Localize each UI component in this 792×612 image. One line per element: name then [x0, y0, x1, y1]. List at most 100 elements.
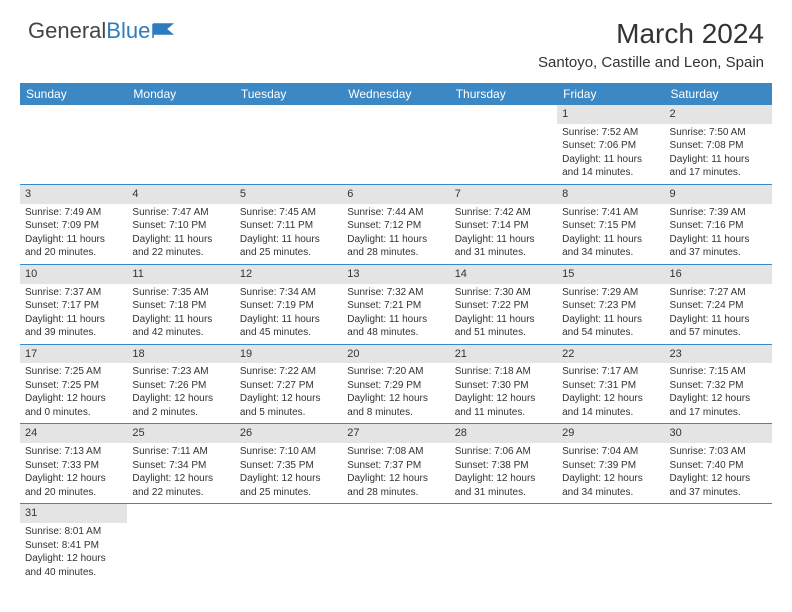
daylight-text-2: and 40 minutes. [25, 566, 122, 580]
sunset-text: Sunset: 7:21 PM [347, 299, 444, 313]
day-content: Sunrise: 7:34 AMSunset: 7:19 PMDaylight:… [235, 284, 342, 344]
sunrise-text: Sunrise: 7:34 AM [240, 286, 337, 300]
calendar-day-cell: 11Sunrise: 7:35 AMSunset: 7:18 PMDayligh… [127, 264, 234, 344]
weekday-header: Thursday [450, 83, 557, 105]
sunrise-text: Sunrise: 7:44 AM [347, 206, 444, 220]
daylight-text-1: Daylight: 12 hours [455, 392, 552, 406]
sunrise-text: Sunrise: 7:30 AM [455, 286, 552, 300]
calendar-table: Sunday Monday Tuesday Wednesday Thursday… [20, 83, 772, 583]
location: Santoyo, Castille and Leon, Spain [538, 54, 764, 71]
day-number: 9 [665, 185, 772, 204]
sunrise-text: Sunrise: 7:47 AM [132, 206, 229, 220]
sunrise-text: Sunrise: 7:20 AM [347, 365, 444, 379]
daylight-text-1: Daylight: 11 hours [240, 233, 337, 247]
daylight-text-1: Daylight: 11 hours [670, 153, 767, 167]
day-number: 28 [450, 424, 557, 443]
daylight-text-1: Daylight: 11 hours [132, 313, 229, 327]
calendar-day-cell: 28Sunrise: 7:06 AMSunset: 7:38 PMDayligh… [450, 424, 557, 504]
sunset-text: Sunset: 7:24 PM [670, 299, 767, 313]
day-number: 26 [235, 424, 342, 443]
daylight-text-1: Daylight: 11 hours [347, 233, 444, 247]
sunset-text: Sunset: 7:06 PM [562, 139, 659, 153]
daylight-text-2: and 31 minutes. [455, 486, 552, 500]
day-content: Sunrise: 7:03 AMSunset: 7:40 PMDaylight:… [665, 443, 772, 503]
daylight-text-2: and 51 minutes. [455, 326, 552, 340]
daylight-text-2: and 2 minutes. [132, 406, 229, 420]
daylight-text-2: and 22 minutes. [132, 246, 229, 260]
sunrise-text: Sunrise: 7:32 AM [347, 286, 444, 300]
daylight-text-2: and 8 minutes. [347, 406, 444, 420]
daylight-text-1: Daylight: 11 hours [670, 233, 767, 247]
calendar-day-cell: 12Sunrise: 7:34 AMSunset: 7:19 PMDayligh… [235, 264, 342, 344]
day-number: 19 [235, 345, 342, 364]
calendar-week-row: 17Sunrise: 7:25 AMSunset: 7:25 PMDayligh… [20, 344, 772, 424]
calendar-week-row: 1Sunrise: 7:52 AMSunset: 7:06 PMDaylight… [20, 105, 772, 184]
sunset-text: Sunset: 7:31 PM [562, 379, 659, 393]
calendar-day-cell: 2Sunrise: 7:50 AMSunset: 7:08 PMDaylight… [665, 105, 772, 184]
daylight-text-1: Daylight: 11 hours [562, 233, 659, 247]
day-number: 10 [20, 265, 127, 284]
calendar-day-cell: 16Sunrise: 7:27 AMSunset: 7:24 PMDayligh… [665, 264, 772, 344]
daylight-text-1: Daylight: 12 hours [347, 472, 444, 486]
calendar-day-cell: 9Sunrise: 7:39 AMSunset: 7:16 PMDaylight… [665, 184, 772, 264]
calendar-day-cell [20, 105, 127, 184]
sunset-text: Sunset: 7:09 PM [25, 219, 122, 233]
weekday-header: Sunday [20, 83, 127, 105]
month-title: March 2024 [538, 18, 764, 50]
day-number: 4 [127, 185, 234, 204]
day-number: 25 [127, 424, 234, 443]
day-content: Sunrise: 7:11 AMSunset: 7:34 PMDaylight:… [127, 443, 234, 503]
sunrise-text: Sunrise: 7:22 AM [240, 365, 337, 379]
daylight-text-2: and 28 minutes. [347, 486, 444, 500]
calendar-day-cell: 27Sunrise: 7:08 AMSunset: 7:37 PMDayligh… [342, 424, 449, 504]
day-content: Sunrise: 7:25 AMSunset: 7:25 PMDaylight:… [20, 363, 127, 423]
day-content: Sunrise: 7:29 AMSunset: 7:23 PMDaylight:… [557, 284, 664, 344]
calendar-week-row: 24Sunrise: 7:13 AMSunset: 7:33 PMDayligh… [20, 424, 772, 504]
header: GeneralBlue March 2024 Santoyo, Castille… [0, 0, 792, 77]
sunrise-text: Sunrise: 7:10 AM [240, 445, 337, 459]
sunset-text: Sunset: 7:19 PM [240, 299, 337, 313]
day-content: Sunrise: 7:04 AMSunset: 7:39 PMDaylight:… [557, 443, 664, 503]
calendar-day-cell: 18Sunrise: 7:23 AMSunset: 7:26 PMDayligh… [127, 344, 234, 424]
calendar-day-cell [450, 504, 557, 583]
sunrise-text: Sunrise: 7:52 AM [562, 126, 659, 140]
daylight-text-1: Daylight: 11 hours [25, 313, 122, 327]
sunrise-text: Sunrise: 7:35 AM [132, 286, 229, 300]
sunrise-text: Sunrise: 7:03 AM [670, 445, 767, 459]
sunrise-text: Sunrise: 7:06 AM [455, 445, 552, 459]
calendar-week-row: 3Sunrise: 7:49 AMSunset: 7:09 PMDaylight… [20, 184, 772, 264]
daylight-text-2: and 25 minutes. [240, 246, 337, 260]
day-content: Sunrise: 7:10 AMSunset: 7:35 PMDaylight:… [235, 443, 342, 503]
sunset-text: Sunset: 7:11 PM [240, 219, 337, 233]
calendar-day-cell: 20Sunrise: 7:20 AMSunset: 7:29 PMDayligh… [342, 344, 449, 424]
sunset-text: Sunset: 7:35 PM [240, 459, 337, 473]
sunrise-text: Sunrise: 7:15 AM [670, 365, 767, 379]
calendar-body: 1Sunrise: 7:52 AMSunset: 7:06 PMDaylight… [20, 105, 772, 583]
title-block: March 2024 Santoyo, Castille and Leon, S… [538, 18, 764, 71]
calendar-week-row: 10Sunrise: 7:37 AMSunset: 7:17 PMDayligh… [20, 264, 772, 344]
daylight-text-1: Daylight: 12 hours [455, 472, 552, 486]
daylight-text-1: Daylight: 12 hours [25, 392, 122, 406]
calendar-day-cell: 25Sunrise: 7:11 AMSunset: 7:34 PMDayligh… [127, 424, 234, 504]
calendar-day-cell [450, 105, 557, 184]
calendar-day-cell: 10Sunrise: 7:37 AMSunset: 7:17 PMDayligh… [20, 264, 127, 344]
calendar-day-cell: 26Sunrise: 7:10 AMSunset: 7:35 PMDayligh… [235, 424, 342, 504]
daylight-text-2: and 28 minutes. [347, 246, 444, 260]
calendar-day-cell: 7Sunrise: 7:42 AMSunset: 7:14 PMDaylight… [450, 184, 557, 264]
sunrise-text: Sunrise: 7:37 AM [25, 286, 122, 300]
day-number: 22 [557, 345, 664, 364]
calendar-day-cell [665, 504, 772, 583]
daylight-text-1: Daylight: 11 hours [455, 233, 552, 247]
day-content: Sunrise: 7:13 AMSunset: 7:33 PMDaylight:… [20, 443, 127, 503]
day-content: Sunrise: 7:50 AMSunset: 7:08 PMDaylight:… [665, 124, 772, 184]
day-number: 21 [450, 345, 557, 364]
calendar-day-cell: 30Sunrise: 7:03 AMSunset: 7:40 PMDayligh… [665, 424, 772, 504]
daylight-text-1: Daylight: 11 hours [670, 313, 767, 327]
daylight-text-2: and 37 minutes. [670, 246, 767, 260]
sunset-text: Sunset: 7:18 PM [132, 299, 229, 313]
calendar-day-cell [235, 504, 342, 583]
day-number: 3 [20, 185, 127, 204]
daylight-text-2: and 14 minutes. [562, 166, 659, 180]
calendar-day-cell [557, 504, 664, 583]
day-number: 30 [665, 424, 772, 443]
